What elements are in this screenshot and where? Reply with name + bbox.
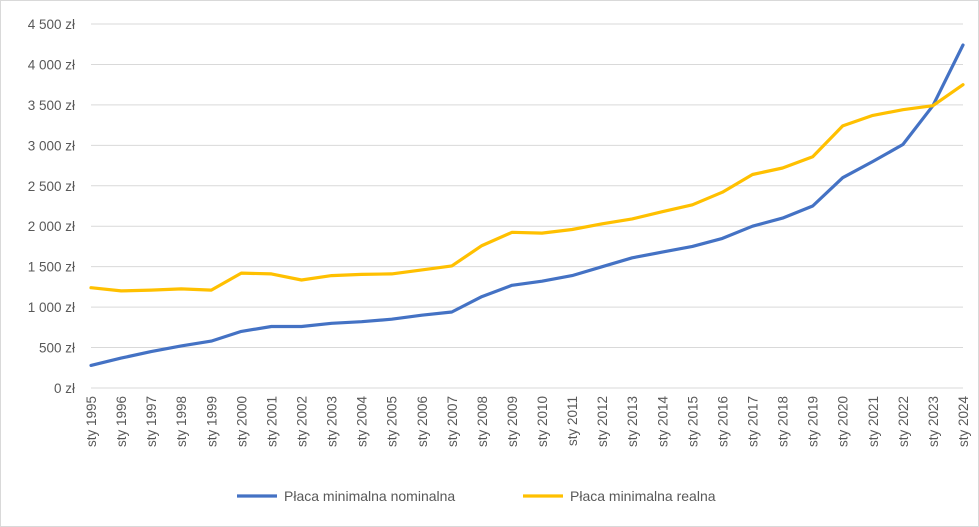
legend-label: Płaca minimalna realna xyxy=(570,488,716,504)
y-tick-label: 1 500 zł xyxy=(28,260,75,275)
x-tick-label: sty 2001 xyxy=(264,396,279,447)
y-tick-label: 3 500 zł xyxy=(28,98,75,113)
x-tick-label: sty 2000 xyxy=(234,396,249,447)
x-tick-label: sty 2010 xyxy=(535,396,550,447)
y-axis-ticks: 0 zł 500 zł 1 000 zł 1 500 zł 2 000 zł 2 500 … xyxy=(28,17,75,396)
x-tick-label: sty 1997 xyxy=(144,396,159,447)
gridlines xyxy=(91,23,963,389)
x-tick-label: sty 2015 xyxy=(685,396,700,447)
legend: Płaca minimalna nominalna Płaca minimalna… xyxy=(237,488,716,504)
y-tick-label: 4 000 zł xyxy=(28,57,75,72)
x-tick-label: sty 2019 xyxy=(806,396,821,447)
x-tick-label: sty 2009 xyxy=(505,396,520,447)
y-tick-label: 3 000 zł xyxy=(28,138,75,153)
legend-label: Płaca minimalna nominalna xyxy=(284,488,455,504)
x-tick-label: sty 2017 xyxy=(746,396,761,447)
x-tick-label: sty 2021 xyxy=(866,396,881,447)
y-tick-label: 1 000 zł xyxy=(28,300,75,315)
x-tick-label: sty 2018 xyxy=(776,396,791,447)
series-line-real xyxy=(89,83,965,293)
x-tick-label: sty 2024 xyxy=(956,396,971,448)
x-tick-label: sty 2007 xyxy=(445,396,460,447)
x-tick-label: sty 2013 xyxy=(625,396,640,447)
x-tick-label: sty 2008 xyxy=(475,396,490,447)
x-tick-label: sty 2014 xyxy=(655,396,670,448)
series-lines xyxy=(89,43,965,367)
x-tick-label: sty 1998 xyxy=(174,396,189,447)
x-tick-label: sty 2020 xyxy=(836,396,851,447)
y-tick-label: 4 500 zł xyxy=(28,17,75,32)
x-tick-label: sty 2006 xyxy=(415,396,430,447)
x-tick-label: sty 1999 xyxy=(204,396,219,447)
x-tick-label: sty 2011 xyxy=(565,396,580,446)
x-tick-label: sty 2003 xyxy=(325,396,340,447)
x-axis-ticks: sty 1995 sty 1996 sty 1997 sty 1998 sty 1999… xyxy=(84,396,971,448)
x-tick-label: sty 2004 xyxy=(355,396,370,448)
x-tick-label: sty 2022 xyxy=(896,396,911,447)
y-tick-label: 0 zł xyxy=(54,381,75,396)
x-tick-label: sty 1996 xyxy=(114,396,129,447)
y-tick-label: 2 500 zł xyxy=(28,179,75,194)
series-line-nominal xyxy=(89,43,965,367)
x-tick-label: sty 2023 xyxy=(926,396,941,447)
x-tick-label: sty 2012 xyxy=(595,396,610,447)
x-tick-label: sty 2002 xyxy=(294,396,309,447)
x-tick-label: sty 1995 xyxy=(84,396,99,447)
y-tick-label: 2 000 zł xyxy=(28,219,75,234)
y-tick-label: 500 zł xyxy=(39,341,75,356)
x-tick-label: sty 2005 xyxy=(385,396,400,447)
x-tick-label: sty 2016 xyxy=(715,396,730,447)
